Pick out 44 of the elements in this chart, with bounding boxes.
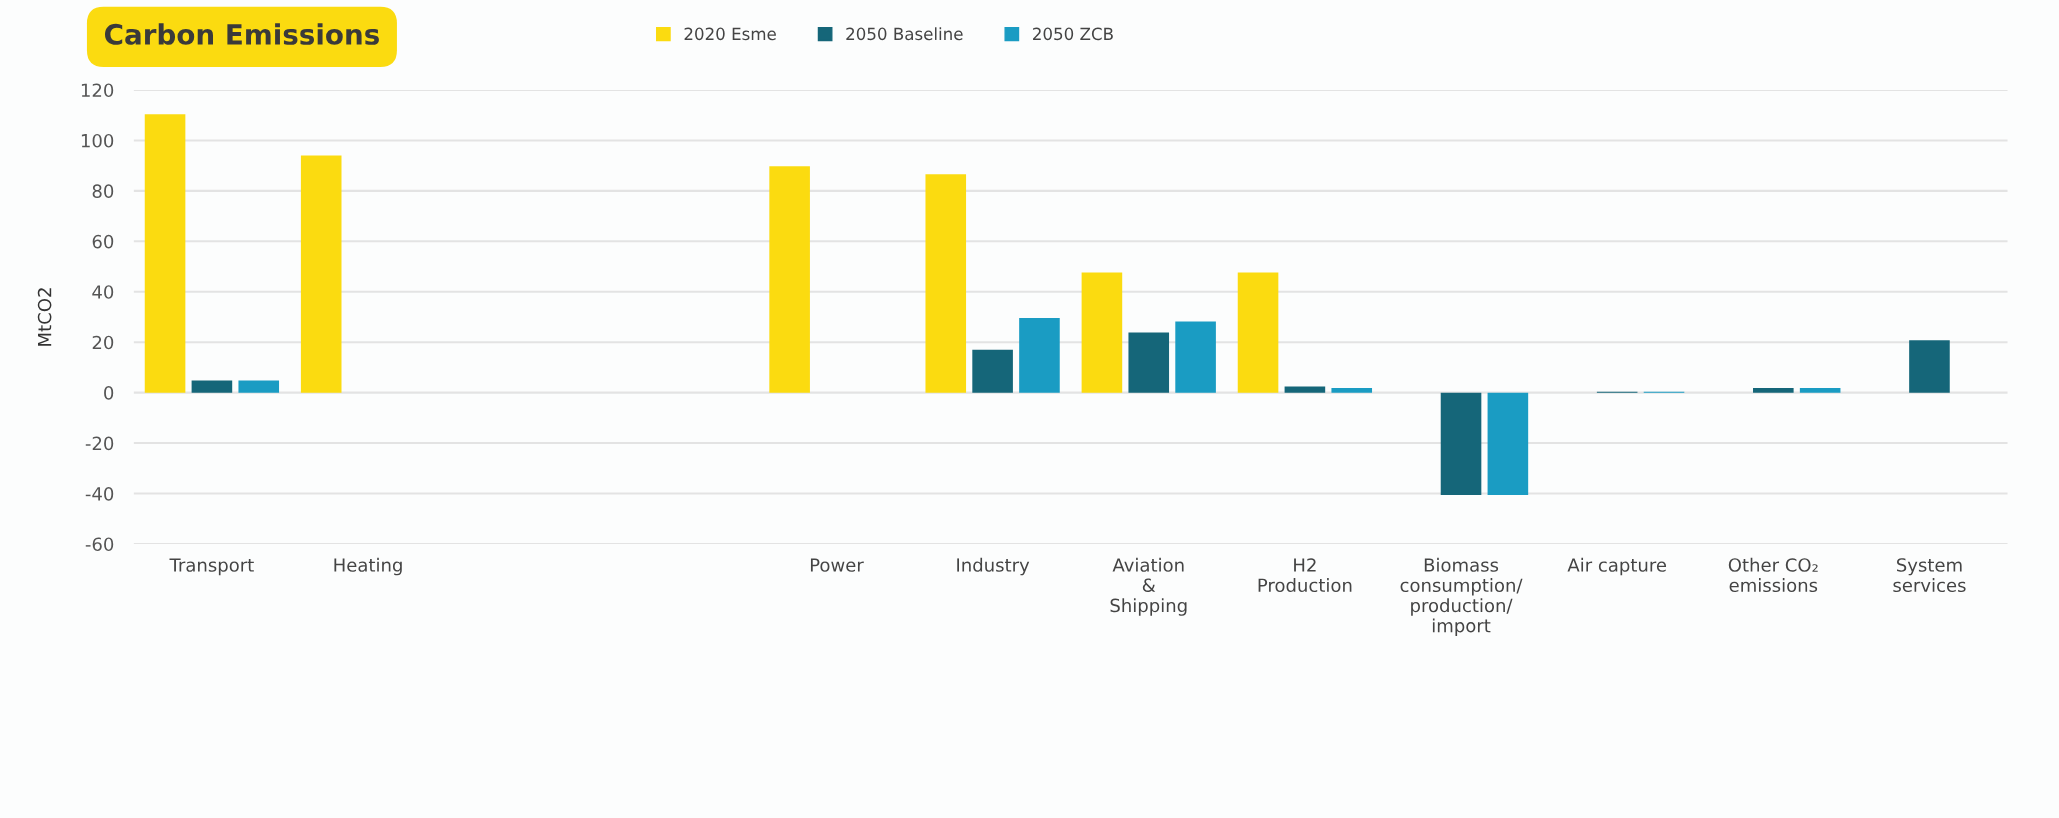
bar [144,114,186,393]
bar [1799,388,1841,393]
bar [769,166,810,393]
bar [1019,317,1060,393]
legend-label: 2020 Esme [684,27,776,41]
bar [1331,388,1373,393]
bar [972,349,1013,393]
x-tick-label: Industry [957,557,1030,576]
y-tick-label: -60 [85,537,114,552]
x-tick-label: Power [810,558,864,572]
x-tick-label: Other CO₂ emissions [1728,557,1818,593]
bar [1284,386,1326,393]
bar [1909,340,1950,393]
bar [191,380,233,393]
y-tick-label: 100 [81,133,114,148]
x-tick-label: Air capture [1567,557,1667,576]
chart-title: Carbon Emissions [104,23,379,45]
y-tick-label: 20 [92,335,114,350]
legend-label: 2050 ZCB [1033,27,1113,41]
bar [925,174,967,393]
bar [1128,332,1170,393]
bar [238,380,280,393]
bar [1081,272,1123,393]
x-tick-label: Heating [334,557,402,576]
bar [300,155,342,393]
x-tick-label: System services [1893,558,1966,593]
bar [1440,392,1482,496]
y-tick-label: -40 [85,486,114,501]
y-tick-label: 120 [81,83,114,98]
x-tick-label: Transport [169,558,254,576]
bar [1175,321,1216,393]
y-axis-title: MtCO2 [37,288,52,346]
y-tick-label: 80 [92,184,114,198]
legend-label: 2050 Baseline [846,27,963,41]
x-tick-label: Aviation & Shipping [1110,557,1187,616]
y-tick-label: -20 [85,436,114,451]
x-tick-label: H2 Production [1258,558,1352,593]
y-tick-label: 60 [92,234,114,249]
y-tick-label: 40 [92,285,114,299]
y-tick-label: 0 [104,386,114,400]
x-tick-label: Biomass consumption/ production/ import [1400,557,1523,636]
bar [1487,392,1529,496]
bar [1753,388,1794,393]
bar [1237,272,1279,393]
